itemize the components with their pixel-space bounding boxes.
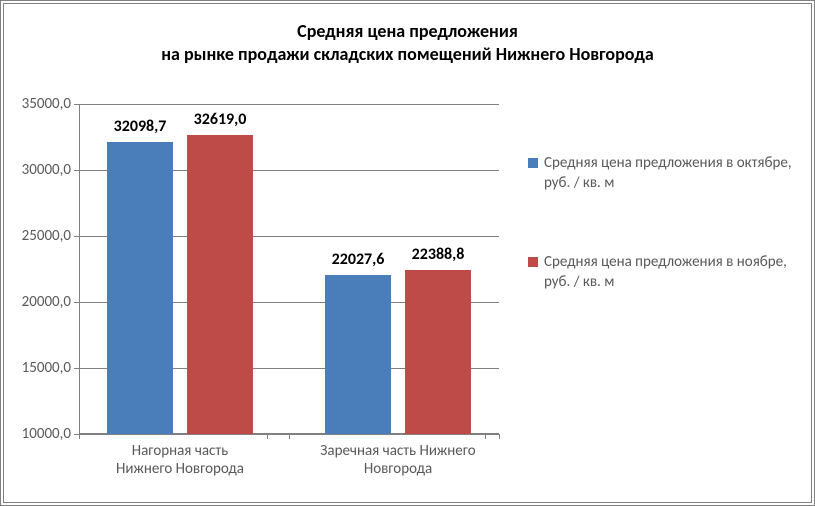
plot-area: 10000,015000,020000,025000,030000,035000…	[79, 104, 499, 434]
y-axis-line	[79, 104, 80, 434]
legend-swatch-1	[528, 257, 538, 267]
bar-label: 22027,6	[332, 250, 385, 275]
y-axis-label: 30000,0	[22, 161, 79, 179]
chart-inner: Средняя цена предложения на рынке продаж…	[3, 3, 812, 503]
legend: Средняя цена предложения в октябре, руб.…	[528, 154, 793, 352]
bar-0-1: 32619,0	[187, 135, 253, 434]
y-axis-label: 25000,0	[22, 227, 79, 245]
grid-line	[79, 104, 499, 105]
x-tick	[79, 434, 80, 439]
x-category-label: Нагорная частьНижнего Новгорода	[87, 434, 273, 478]
bar-1-1: 22388,8	[405, 270, 471, 434]
y-axis-label: 15000,0	[22, 359, 79, 377]
x-tick	[289, 434, 290, 439]
bar-label: 32619,0	[194, 110, 247, 135]
x-category-label: Заречная часть НижнегоНовгорода	[305, 434, 491, 478]
x-tick	[499, 434, 500, 439]
bar-0-0: 32098,7	[107, 142, 173, 434]
legend-swatch-0	[528, 158, 538, 168]
y-axis-label: 35000,0	[22, 95, 79, 113]
bar-1-0: 22027,6	[325, 275, 391, 434]
y-axis-label: 10000,0	[22, 425, 79, 443]
bar-label: 32098,7	[114, 117, 167, 142]
chart-container: Средняя цена предложения на рынке продаж…	[0, 0, 815, 506]
legend-text-1: Средняя цена предложения в ноябре, руб. …	[544, 253, 793, 292]
legend-item-0: Средняя цена предложения в октябре, руб.…	[528, 154, 793, 193]
chart-title-line1: Средняя цена предложения	[297, 20, 518, 42]
chart-title-line2: на рынке продажи складских помещений Ниж…	[161, 43, 654, 65]
legend-item-1: Средняя цена предложения в ноябре, руб. …	[528, 253, 793, 292]
bar-label: 22388,8	[412, 245, 465, 270]
y-axis-label: 20000,0	[22, 293, 79, 311]
chart-title: Средняя цена предложения на рынке продаж…	[4, 4, 811, 67]
legend-text-0: Средняя цена предложения в октябре, руб.…	[544, 154, 793, 193]
